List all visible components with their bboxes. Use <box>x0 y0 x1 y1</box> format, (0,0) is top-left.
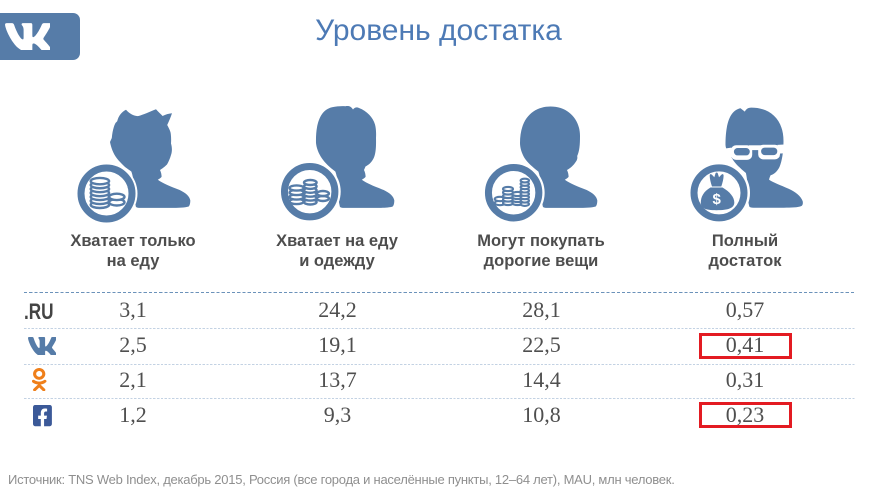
svg-text:$: $ <box>713 191 722 208</box>
